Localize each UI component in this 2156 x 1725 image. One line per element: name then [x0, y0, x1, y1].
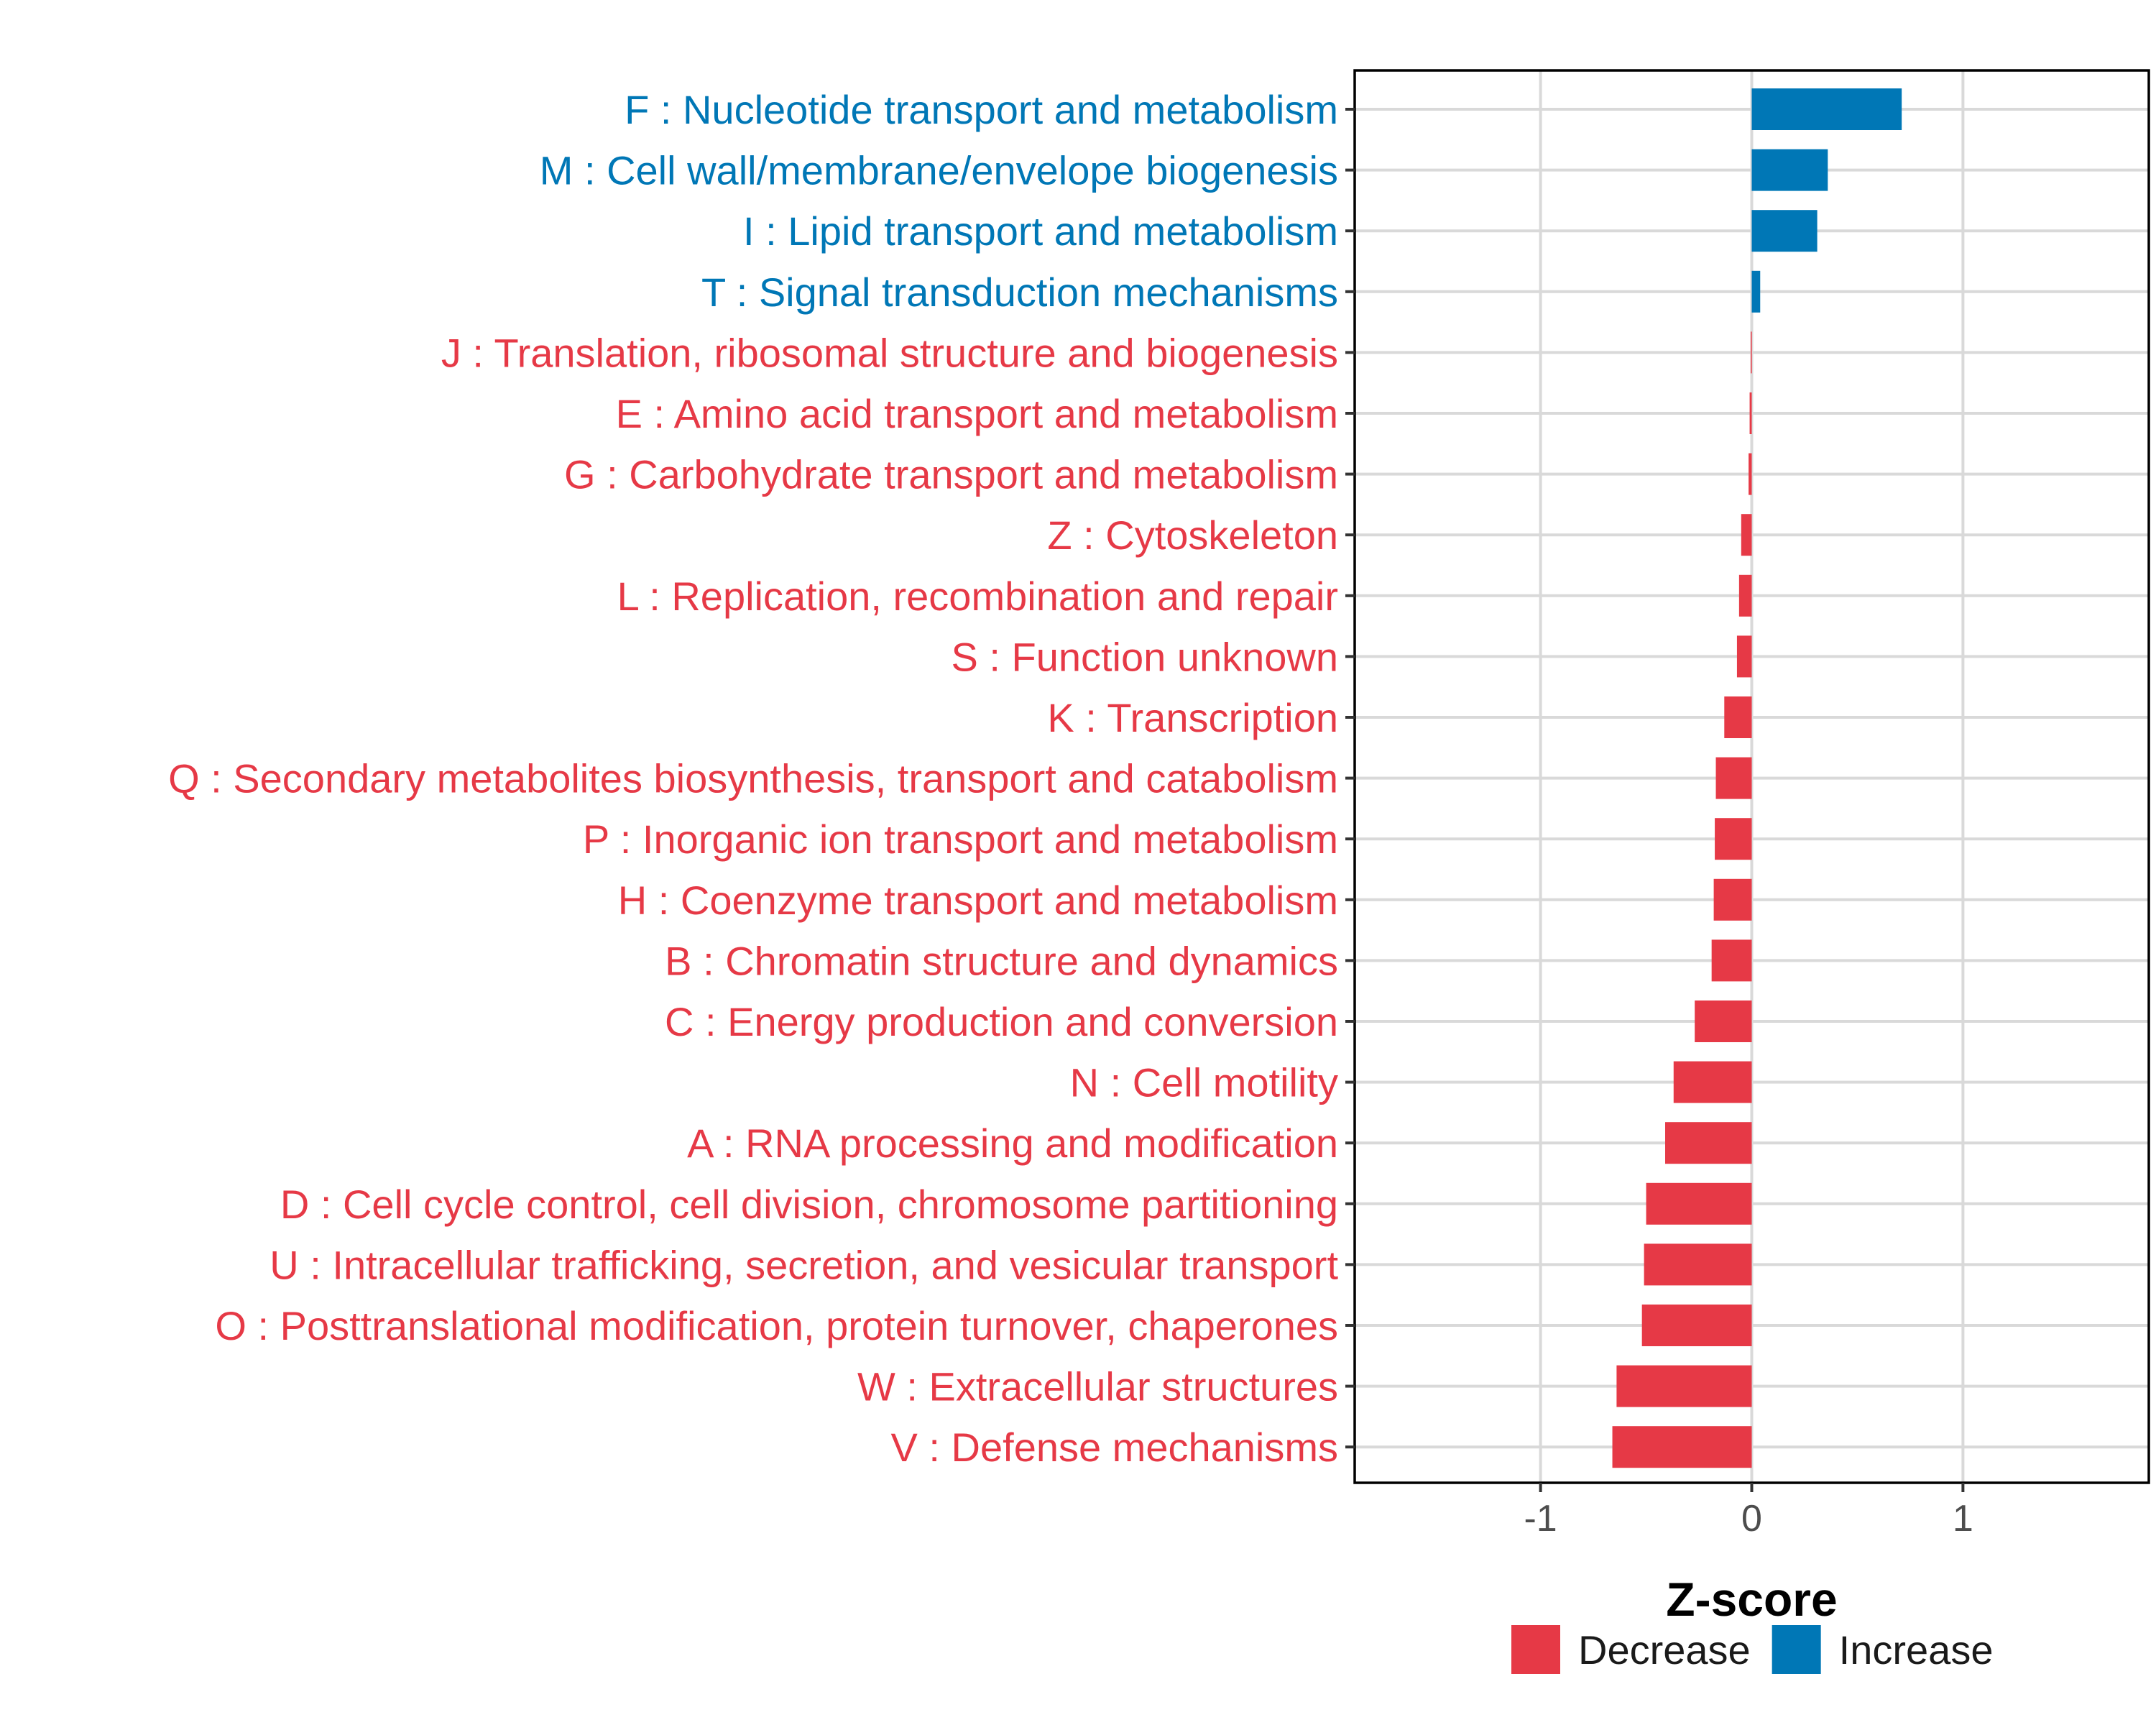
bar	[1741, 514, 1752, 556]
bar	[1715, 757, 1752, 799]
legend-label-increase: Increase	[1839, 1627, 1994, 1673]
category-labels: F : Nucleotide transport and metabolism M…	[168, 87, 1338, 1470]
x-tick-label: -1	[1524, 1498, 1557, 1540]
category-label: P : Inorganic ion transport and metaboli…	[583, 816, 1338, 862]
bar	[1612, 1426, 1752, 1468]
x-tick-label: 1	[1953, 1498, 1973, 1540]
category-label: B : Chromatin structure and dynamics	[665, 938, 1338, 983]
bar	[1616, 1365, 1752, 1407]
bar	[1724, 696, 1752, 738]
legend-swatch-increase	[1772, 1625, 1821, 1674]
category-label: T : Signal transduction mechanisms	[701, 270, 1338, 315]
bar	[1749, 453, 1752, 495]
category-label: E : Amino acid transport and metabolism	[616, 391, 1338, 436]
category-label: I : Lipid transport and metabolism	[743, 208, 1338, 254]
x-tick-label: 0	[1741, 1498, 1762, 1540]
legend: Decrease Increase	[1511, 1625, 1993, 1674]
category-label: C : Energy production and conversion	[665, 999, 1338, 1044]
bar	[1751, 331, 1752, 374]
bar	[1644, 1243, 1752, 1286]
category-label: F : Nucleotide transport and metabolism	[625, 87, 1338, 132]
category-label: J : Translation, ribosomal structure and…	[441, 330, 1338, 375]
bar	[1749, 392, 1752, 434]
category-label: N : Cell motility	[1070, 1060, 1338, 1105]
category-label: O : Posttranslational modification, prot…	[215, 1303, 1338, 1348]
category-label: K : Transcription	[1047, 695, 1338, 740]
category-label: H : Coenzyme transport and metabolism	[618, 878, 1338, 923]
bar	[1641, 1305, 1752, 1346]
category-label: Q : Secondary metabolites biosynthesis, …	[168, 756, 1338, 801]
category-label: U : Intracellular trafficking, secretion…	[270, 1242, 1338, 1287]
category-label: A : RNA processing and modification	[687, 1121, 1338, 1166]
category-label: W : Extracellular structures	[857, 1364, 1338, 1409]
category-label: D : Cell cycle control, cell division, c…	[280, 1182, 1338, 1227]
bar	[1738, 574, 1752, 617]
category-label: G : Carbohydrate transport and metabolis…	[564, 452, 1338, 497]
bar	[1673, 1061, 1752, 1103]
bar	[1711, 939, 1752, 982]
category-label: Z : Cytoskeleton	[1047, 512, 1338, 558]
bar	[1713, 878, 1752, 921]
category-label: V : Defense mechanisms	[891, 1425, 1338, 1470]
legend-swatch-decrease	[1511, 1625, 1560, 1674]
bar	[1751, 270, 1761, 313]
x-axis: -1 0 1	[1524, 1483, 1973, 1540]
y-axis-ticks	[1345, 108, 1355, 1449]
category-label: L : Replication, recombination and repai…	[617, 574, 1338, 619]
bar	[1751, 88, 1902, 130]
bar	[1715, 818, 1752, 860]
bar	[1646, 1182, 1752, 1225]
x-axis-title: Z-score	[1666, 1573, 1837, 1626]
bar	[1751, 210, 1818, 252]
legend-label-decrease: Decrease	[1578, 1627, 1751, 1673]
bar	[1665, 1122, 1752, 1164]
category-label: S : Function unknown	[951, 634, 1338, 679]
bar	[1695, 1000, 1752, 1042]
bars	[1612, 88, 1902, 1468]
bar	[1751, 149, 1828, 191]
bar	[1736, 635, 1752, 678]
category-label: M : Cell wall/membrane/envelope biogenes…	[540, 148, 1338, 193]
